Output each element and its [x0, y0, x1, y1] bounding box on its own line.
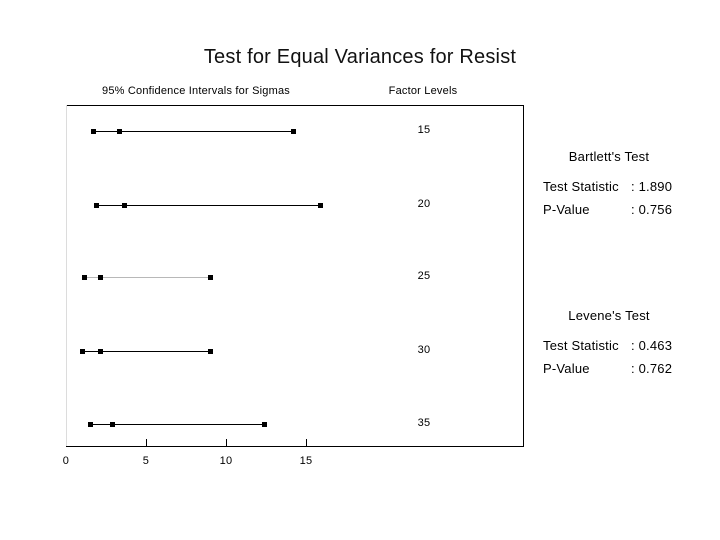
ci-lower-marker	[81, 275, 87, 280]
ci-upper-marker	[208, 275, 213, 280]
x-axis-tick-mark	[306, 439, 307, 446]
levene-statistic-row: Test Statistic : 0.463	[543, 338, 701, 353]
bartlett-pvalue-row: P-Value : 0.756	[543, 202, 701, 217]
ci-estimate-marker	[110, 422, 116, 427]
plot-frame-top-line	[67, 105, 523, 106]
x-axis-tick-label: 0	[62, 455, 70, 467]
ci-upper-marker	[291, 129, 297, 134]
ci-interval-line	[93, 131, 294, 132]
ci-column-header: 95% Confidence Intervals for Sigmas	[102, 85, 290, 97]
ci-lower-marker	[91, 129, 97, 134]
x-axis-tick-label: 5	[142, 455, 150, 467]
bartlett-test-title: Bartlett's Test	[568, 149, 650, 164]
levene-test-title: Levene's Test	[568, 308, 650, 323]
ci-interval-line	[82, 351, 210, 352]
bartlett-test-panel: Bartlett's Test Test Statistic : 1.890 P…	[543, 149, 701, 217]
factor-level-label: 15	[417, 124, 431, 136]
bartlett-statistic-label: Test Statistic	[543, 179, 619, 194]
x-axis-tick-label: 10	[219, 455, 233, 467]
x-axis-line	[66, 446, 524, 447]
bartlett-pvalue-value: : 0.756	[631, 202, 673, 217]
ci-interval-line	[90, 424, 265, 425]
levene-statistic-value: : 0.463	[631, 338, 673, 353]
bartlett-pvalue-label: P-Value	[543, 202, 590, 217]
ci-interval-line	[83, 277, 210, 278]
bartlett-statistic-value: : 1.890	[631, 179, 673, 194]
x-axis-tick-label: 15	[299, 455, 313, 467]
levene-pvalue-row: P-Value : 0.762	[543, 361, 701, 376]
chart-title: Test for Equal Variances for Resist	[203, 46, 517, 68]
ci-upper-marker	[208, 349, 213, 354]
factor-level-label: 30	[417, 344, 431, 356]
levene-pvalue-label: P-Value	[543, 361, 590, 376]
ci-estimate-marker	[97, 349, 103, 354]
ci-interval-line	[96, 205, 321, 206]
ci-estimate-marker	[116, 129, 122, 134]
levene-pvalue-value: : 0.762	[631, 361, 673, 376]
factor-level-label: 20	[417, 198, 431, 210]
ci-lower-marker	[94, 203, 100, 208]
levene-test-panel: Levene's Test Test Statistic : 0.463 P-V…	[543, 308, 701, 376]
ci-upper-marker	[318, 203, 324, 208]
plot-frame-left-line	[66, 105, 67, 446]
x-axis-tick-mark	[226, 439, 227, 446]
x-axis-tick-mark	[146, 439, 147, 446]
ci-estimate-marker	[97, 275, 103, 280]
levene-statistic-label: Test Statistic	[543, 338, 619, 353]
factor-level-label: 25	[417, 270, 431, 282]
ci-lower-marker	[80, 349, 85, 354]
plot-frame-right-line	[523, 105, 524, 447]
ci-lower-marker	[88, 422, 93, 427]
ci-estimate-marker	[121, 203, 127, 208]
factor-levels-header: Factor Levels	[388, 85, 458, 97]
bartlett-statistic-row: Test Statistic : 1.890	[543, 179, 701, 194]
factor-level-label: 35	[417, 417, 431, 429]
ci-upper-marker	[262, 422, 268, 427]
